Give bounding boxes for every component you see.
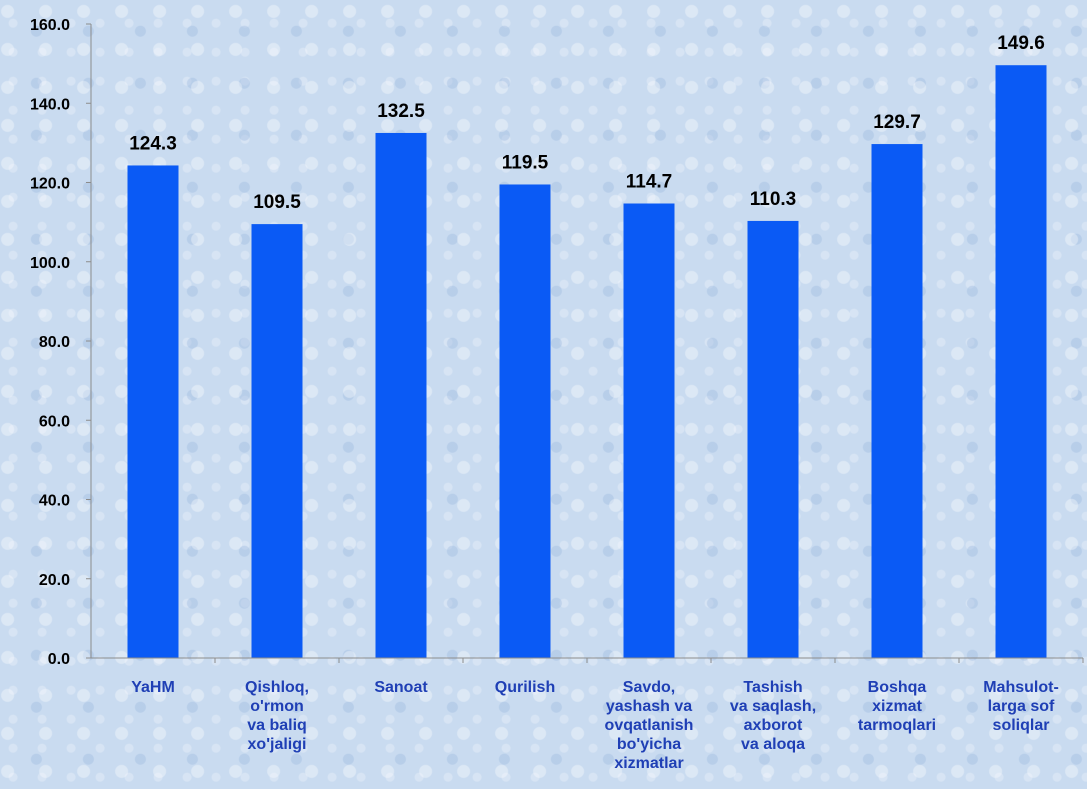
value-labels: 124.3 109.5 132.5 119.5 114.7 110.3 129.7 149.6 bbox=[129, 33, 1045, 213]
x-category-label-line: Mahsulot- bbox=[983, 679, 1059, 696]
y-tick-label: 160.0 bbox=[30, 17, 70, 34]
x-category-label: Mahsulot-larga sof soliqlar bbox=[983, 679, 1059, 734]
data-label: 124.3 bbox=[129, 133, 177, 154]
y-tick-label: 80.0 bbox=[39, 334, 70, 351]
x-category-label: Boshqa xizmat tarmoqlari bbox=[858, 679, 936, 734]
bar bbox=[499, 184, 551, 658]
data-label: 114.7 bbox=[626, 172, 673, 193]
x-category-label: Qurilish bbox=[495, 679, 555, 696]
data-label: 110.3 bbox=[750, 189, 797, 210]
x-category-label-line: soliqlar bbox=[993, 717, 1050, 734]
x-category-label-line: Savdo, bbox=[623, 679, 675, 696]
bar bbox=[995, 65, 1047, 658]
x-category-label-line: o'rmon bbox=[250, 698, 304, 715]
bar bbox=[127, 165, 179, 658]
data-label: 109.5 bbox=[253, 192, 301, 213]
x-category-label-line: yashash va bbox=[606, 698, 692, 715]
x-category-label-line: va saqlash, bbox=[730, 698, 816, 715]
x-category-label-line: xizmat bbox=[872, 698, 922, 715]
y-tick-label: 0.0 bbox=[48, 651, 70, 668]
x-category-label-line: Qishloq, bbox=[245, 679, 309, 696]
x-category-label: Tashish va saqlash, axborot va aloqa bbox=[730, 679, 816, 753]
bar bbox=[747, 220, 799, 658]
x-category-label-line: tarmoqlari bbox=[858, 717, 936, 734]
y-tick-label: 120.0 bbox=[30, 176, 70, 193]
x-category-label: Sanoat bbox=[374, 679, 428, 696]
bar bbox=[871, 144, 923, 659]
x-category-label-line: YaHM bbox=[131, 679, 175, 696]
x-category-label: Qishloq, o'rmon va baliq xo'jaligi bbox=[245, 679, 309, 753]
bars bbox=[127, 65, 1047, 659]
x-category-label-line: Tashish bbox=[743, 679, 802, 696]
data-label: 149.6 bbox=[997, 33, 1045, 54]
x-category-label: YaHM bbox=[131, 679, 175, 696]
y-tick-label: 140.0 bbox=[30, 96, 70, 113]
x-category-label: Savdo, yashash va ovqatlanish bo'yicha xizma… bbox=[605, 679, 694, 772]
x-category-label-line: Boshqa bbox=[868, 679, 927, 696]
category-labels: YaHM Qishloq, o'rmon va baliq xo'jaligi Sanoa… bbox=[131, 658, 1084, 772]
x-category-label-line: va aloqa bbox=[741, 736, 805, 753]
data-label: 119.5 bbox=[502, 152, 549, 173]
x-category-label-line: Qurilish bbox=[495, 679, 555, 696]
x-category-label-line: xizmatlar bbox=[614, 755, 683, 772]
y-tick-label: 100.0 bbox=[30, 255, 70, 272]
bar bbox=[623, 203, 675, 658]
bar bbox=[375, 132, 427, 658]
x-category-label-line: bo'yicha bbox=[617, 736, 681, 753]
x-category-label-line: larga sof bbox=[988, 698, 1055, 715]
x-category-label-line: Sanoat bbox=[374, 679, 428, 696]
y-tick-label: 60.0 bbox=[39, 413, 70, 430]
data-label: 129.7 bbox=[873, 112, 921, 133]
y-tick-label: 20.0 bbox=[39, 572, 70, 589]
data-label: 132.5 bbox=[377, 101, 425, 122]
y-axis-ticks: 0.0 20.0 40.0 60.0 80.0 100.0 120.0 140.0 160.0 bbox=[30, 17, 91, 668]
bar bbox=[251, 224, 303, 658]
x-category-label-line: ovqatlanish bbox=[605, 717, 694, 734]
y-tick-label: 40.0 bbox=[39, 493, 70, 510]
x-category-label-line: va baliq bbox=[247, 717, 307, 734]
x-category-label-line: xo'jaligi bbox=[248, 736, 307, 753]
x-category-label-line: axborot bbox=[744, 717, 803, 734]
